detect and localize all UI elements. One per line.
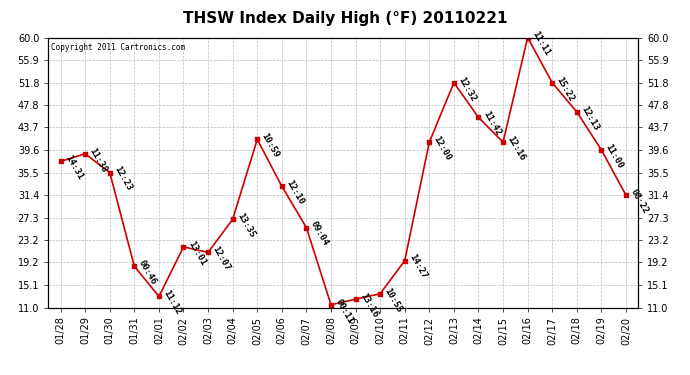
Point — [546, 80, 558, 86]
Text: 11:38: 11:38 — [88, 146, 109, 174]
Text: 10:55: 10:55 — [382, 286, 404, 314]
Text: 12:16: 12:16 — [506, 135, 526, 162]
Text: Copyright 2011 Cartronics.com: Copyright 2011 Cartronics.com — [51, 43, 186, 52]
Point — [203, 249, 214, 255]
Point — [571, 109, 582, 115]
Point — [424, 139, 435, 145]
Point — [55, 159, 66, 165]
Point — [620, 192, 631, 198]
Text: 14:31: 14:31 — [63, 154, 84, 182]
Text: 12:23: 12:23 — [112, 165, 133, 193]
Point — [104, 170, 115, 176]
Text: 11:12: 11:12 — [161, 289, 183, 316]
Text: 13:35: 13:35 — [235, 211, 256, 240]
Text: 12:10: 12:10 — [284, 178, 306, 206]
Text: 14:27: 14:27 — [407, 253, 428, 281]
Text: 09:04: 09:04 — [309, 220, 330, 248]
Text: 00:11: 00:11 — [333, 297, 355, 325]
Point — [276, 183, 287, 189]
Point — [400, 258, 411, 264]
Point — [79, 151, 90, 157]
Text: 10:59: 10:59 — [259, 132, 281, 159]
Text: 08:22: 08:22 — [629, 188, 649, 215]
Point — [522, 34, 533, 40]
Text: 00:46: 00:46 — [137, 258, 158, 286]
Text: 15:22: 15:22 — [555, 75, 576, 103]
Point — [497, 139, 509, 145]
Text: 13:16: 13:16 — [358, 292, 380, 320]
Point — [252, 136, 263, 142]
Text: THSW Index Daily High (°F) 20110221: THSW Index Daily High (°F) 20110221 — [183, 11, 507, 26]
Point — [153, 294, 164, 300]
Text: 13:01: 13:01 — [186, 239, 207, 267]
Point — [326, 302, 337, 308]
Point — [350, 296, 361, 302]
Text: 12:13: 12:13 — [579, 104, 600, 132]
Point — [227, 216, 238, 222]
Text: 12:32: 12:32 — [456, 75, 477, 103]
Point — [596, 147, 607, 153]
Text: 11:11: 11:11 — [530, 30, 551, 58]
Point — [375, 291, 386, 297]
Text: 12:07: 12:07 — [210, 245, 232, 273]
Text: 11:00: 11:00 — [604, 142, 625, 170]
Point — [448, 80, 460, 86]
Point — [473, 114, 484, 120]
Point — [129, 263, 140, 269]
Text: 12:00: 12:00 — [432, 135, 453, 162]
Text: 11:42: 11:42 — [481, 110, 502, 138]
Point — [178, 244, 189, 250]
Point — [301, 225, 312, 231]
